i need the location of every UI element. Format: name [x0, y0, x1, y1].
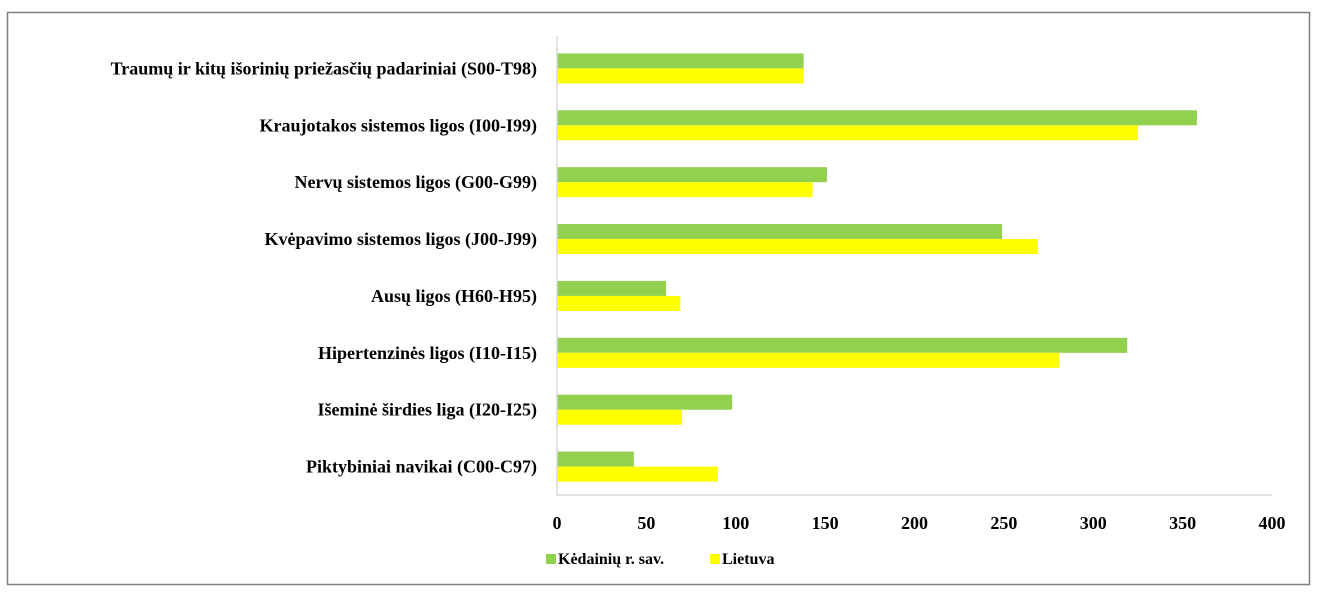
category-label: Nervų sistemos ligos (G00-G99): [295, 172, 537, 193]
legend-swatch: [546, 554, 556, 564]
category-label: Kraujotakos sistemos ligos (I00-I99): [260, 115, 538, 136]
x-tick-labels: 0 50 100 150 200 250 300 350 400: [553, 513, 1286, 533]
bar-lietuva-0: [557, 68, 804, 84]
category-label: Traumų ir kitų išorinių priežasčių padar…: [111, 58, 537, 79]
bar-lietuva-2: [557, 182, 813, 198]
x-tick-label: 150: [812, 513, 839, 533]
x-tick-label: 0: [553, 513, 562, 533]
bar-lietuva-6: [557, 409, 683, 425]
legend-label: Kėdainių r. sav.: [558, 551, 664, 568]
bar-kedainiai-6: [557, 394, 733, 410]
axis-layer: [556, 36, 1272, 496]
x-tick-label: 200: [901, 513, 928, 533]
legend-swatch: [710, 554, 720, 564]
bars-layer: [557, 53, 1197, 482]
x-tick-label: 300: [1080, 513, 1107, 533]
x-tick-label: 350: [1169, 513, 1196, 533]
legend: Kėdainių r. sav. Lietuva: [546, 551, 774, 568]
bar-lietuva-7: [557, 466, 718, 482]
bar-kedainiai-1: [557, 110, 1197, 126]
bar-lietuva-3: [557, 239, 1038, 255]
x-tick-label: 100: [722, 513, 749, 533]
legend-label: Lietuva: [722, 551, 774, 568]
category-label: Piktybiniai navikai (C00-C97): [306, 457, 537, 478]
category-labels: Traumų ir kitų išorinių priežasčių padar…: [111, 58, 537, 477]
bar-kedainiai-0: [557, 53, 804, 69]
x-tick-label: 400: [1259, 513, 1286, 533]
bar-lietuva-1: [557, 125, 1138, 141]
bar-lietuva-4: [557, 295, 681, 311]
category-label: Ausų ligos (H60-H95): [371, 286, 537, 307]
bar-kedainiai-5: [557, 337, 1128, 353]
category-label: Hipertenzinės ligos (I10-I15): [318, 343, 537, 364]
bar-lietuva-5: [557, 352, 1060, 368]
bar-kedainiai-7: [557, 451, 634, 467]
bar-kedainiai-4: [557, 280, 667, 296]
category-label: Kvėpavimo sistemos ligos (J00-J99): [265, 229, 537, 250]
category-label: Išeminė širdies liga (I20-I25): [318, 400, 538, 421]
x-tick-label: 250: [990, 513, 1017, 533]
bar-kedainiai-3: [557, 224, 1003, 240]
x-tick-label: 50: [637, 513, 655, 533]
bar-kedainiai-2: [557, 167, 827, 183]
